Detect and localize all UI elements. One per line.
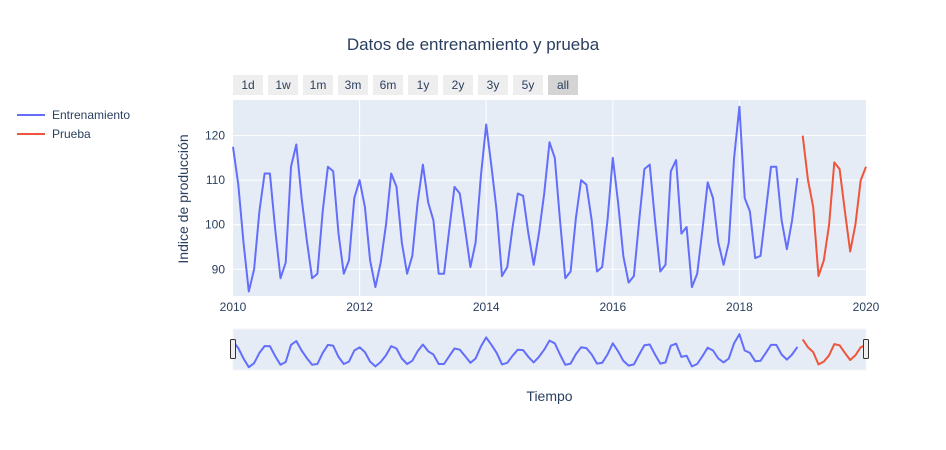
range-slider-left-handle[interactable] — [230, 339, 236, 359]
x-tick-label: 2012 — [346, 300, 373, 314]
range-button-1m[interactable]: 1m — [303, 75, 333, 95]
range-slider-line — [801, 338, 867, 366]
legend-label: Prueba — [52, 127, 91, 141]
range-button-bg[interactable] — [373, 75, 403, 95]
range-button-bg[interactable] — [478, 75, 508, 95]
range-button-label: 6m — [380, 78, 397, 92]
range-button-bg[interactable] — [233, 75, 263, 95]
range-button-bg[interactable] — [548, 75, 578, 95]
x-tick-label: 2014 — [473, 300, 500, 314]
y-axis-title: Indice de producción — [175, 134, 191, 263]
range-button-3m[interactable]: 3m — [338, 75, 368, 95]
range-button-1y[interactable]: 1y — [408, 75, 438, 95]
range-button-label: 1w — [275, 78, 291, 92]
range-button-label: all — [557, 78, 569, 92]
x-axis-title: Tiempo — [526, 388, 572, 404]
y-tick-label: 110 — [206, 173, 225, 187]
legend-item[interactable]: Prueba — [17, 127, 91, 141]
range-button-label: 1y — [417, 78, 430, 92]
range-button-bg[interactable] — [513, 75, 543, 95]
range-button-2y[interactable]: 2y — [443, 75, 473, 95]
range-button-bg[interactable] — [443, 75, 473, 95]
series-line — [801, 135, 867, 277]
range-button-bg[interactable] — [303, 75, 333, 95]
x-tick-label: 2018 — [726, 300, 753, 314]
range-button-bg[interactable] — [338, 75, 368, 95]
range-button-1w[interactable]: 1w — [268, 75, 298, 95]
range-button-6m[interactable]: 6m — [373, 75, 403, 95]
range-button-bg[interactable] — [408, 75, 438, 95]
range-button-label: 3m — [345, 78, 362, 92]
chart-title: Datos de entrenamiento y prueba — [347, 35, 600, 54]
range-slider-right-handle[interactable] — [863, 339, 869, 359]
y-tick-label: 120 — [205, 129, 225, 143]
legend: Entrenamiento Prueba — [17, 108, 130, 141]
series-lines — [232, 105, 867, 293]
range-slider-handles[interactable] — [230, 339, 869, 359]
range-slider[interactable] — [232, 328, 867, 371]
range-button-bg[interactable] — [268, 75, 298, 95]
range-button-label: 1m — [310, 78, 327, 92]
range-button-all[interactable]: all — [548, 75, 578, 95]
range-selector: 1d 1w 1m 3m 6m 1y 2y 3y 5y all — [233, 75, 578, 95]
range-slider-series — [232, 333, 867, 369]
range-button-label: 2y — [452, 78, 465, 92]
range-button-label: 3y — [487, 78, 500, 92]
y-tick-label: 100 — [205, 218, 225, 232]
y-axis-ticks: 90 100 110 120 — [205, 129, 225, 277]
y-tick-label: 90 — [212, 262, 226, 276]
x-axis-ticks: 2010 2012 2014 2016 2018 2020 — [220, 300, 880, 314]
series-line — [232, 105, 799, 293]
range-button-label: 5y — [522, 78, 535, 92]
range-slider-line — [232, 333, 799, 369]
legend-label: Entrenamiento — [52, 108, 130, 122]
range-button-3y[interactable]: 3y — [478, 75, 508, 95]
plot-area — [233, 100, 866, 296]
range-button-label: 1d — [241, 78, 254, 92]
x-tick-label: 2016 — [599, 300, 626, 314]
x-tick-label: 2020 — [853, 300, 880, 314]
range-button-5y[interactable]: 5y — [513, 75, 543, 95]
grid — [233, 100, 866, 296]
range-button-1d[interactable]: 1d — [233, 75, 263, 95]
legend-item[interactable]: Entrenamiento — [17, 108, 130, 122]
x-tick-label: 2010 — [220, 300, 247, 314]
